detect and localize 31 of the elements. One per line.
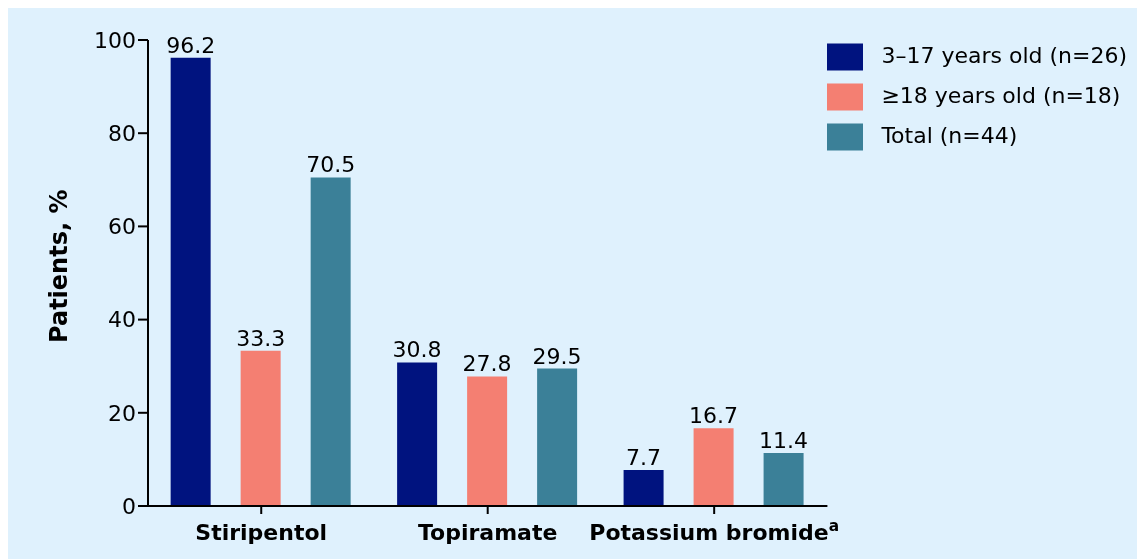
data-label: 11.4 [759,427,809,453]
bar [693,428,734,506]
x-tick-label: Potassium bromide$^{a}$ [589,517,840,545]
bar [763,452,804,506]
y-tick-label: 100 [94,27,136,53]
legend-label: Total (n=44) [881,123,1018,148]
data-label: 27.8 [462,351,512,377]
y-axis-title: Patients, % [44,189,73,343]
y-tick-label: 0 [122,493,136,519]
y-tick-label: 80 [108,121,136,147]
data-label: 33.3 [236,325,286,351]
data-label: 16.7 [689,403,739,429]
bar [537,368,578,506]
y-tick-label: 60 [108,214,136,240]
bar [240,350,281,506]
data-label: 30.8 [392,337,442,363]
x-tick-label: Stiripentol [195,520,328,545]
bar [623,470,664,506]
y-tick-label: 40 [108,307,136,333]
bar [467,376,508,506]
data-label: 7.7 [626,445,662,471]
x-tick-label: Topiramate [418,520,558,545]
bar [397,362,438,506]
legend-label: 3–17 years old (n=26) [881,43,1127,68]
bar [310,177,351,506]
data-label: 96.2 [166,32,216,58]
y-tick-label: 20 [108,400,136,426]
data-label: 29.5 [532,343,582,369]
bar [170,57,211,506]
legend-label: ≥18 years old (n=18) [881,83,1121,108]
data-label: 70.5 [306,152,356,178]
